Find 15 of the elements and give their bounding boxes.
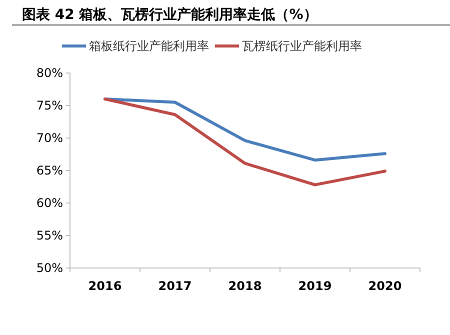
y-tick-label: 70% xyxy=(36,131,63,145)
y-tick-label: 65% xyxy=(36,164,63,178)
x-tick-label: 2016 xyxy=(88,279,122,293)
y-tick-label: 75% xyxy=(36,98,63,112)
x-tick-label: 2017 xyxy=(158,279,192,293)
x-tick-label: 2020 xyxy=(368,279,402,293)
chart-title: 图表 42 箱板、瓦楞行业产能利用率走低（%） xyxy=(22,6,318,23)
y-tick-label: 50% xyxy=(36,261,63,275)
y-tick-label: 55% xyxy=(36,228,63,242)
y-tick-label: 80% xyxy=(36,66,63,80)
legend-label: 瓦楞纸行业产能利用率 xyxy=(242,39,362,53)
x-tick-label: 2018 xyxy=(228,279,262,293)
y-tick-label: 60% xyxy=(36,196,63,210)
legend-label: 箱板纸行业产能利用率 xyxy=(89,39,209,53)
x-tick-label: 2019 xyxy=(298,279,332,293)
